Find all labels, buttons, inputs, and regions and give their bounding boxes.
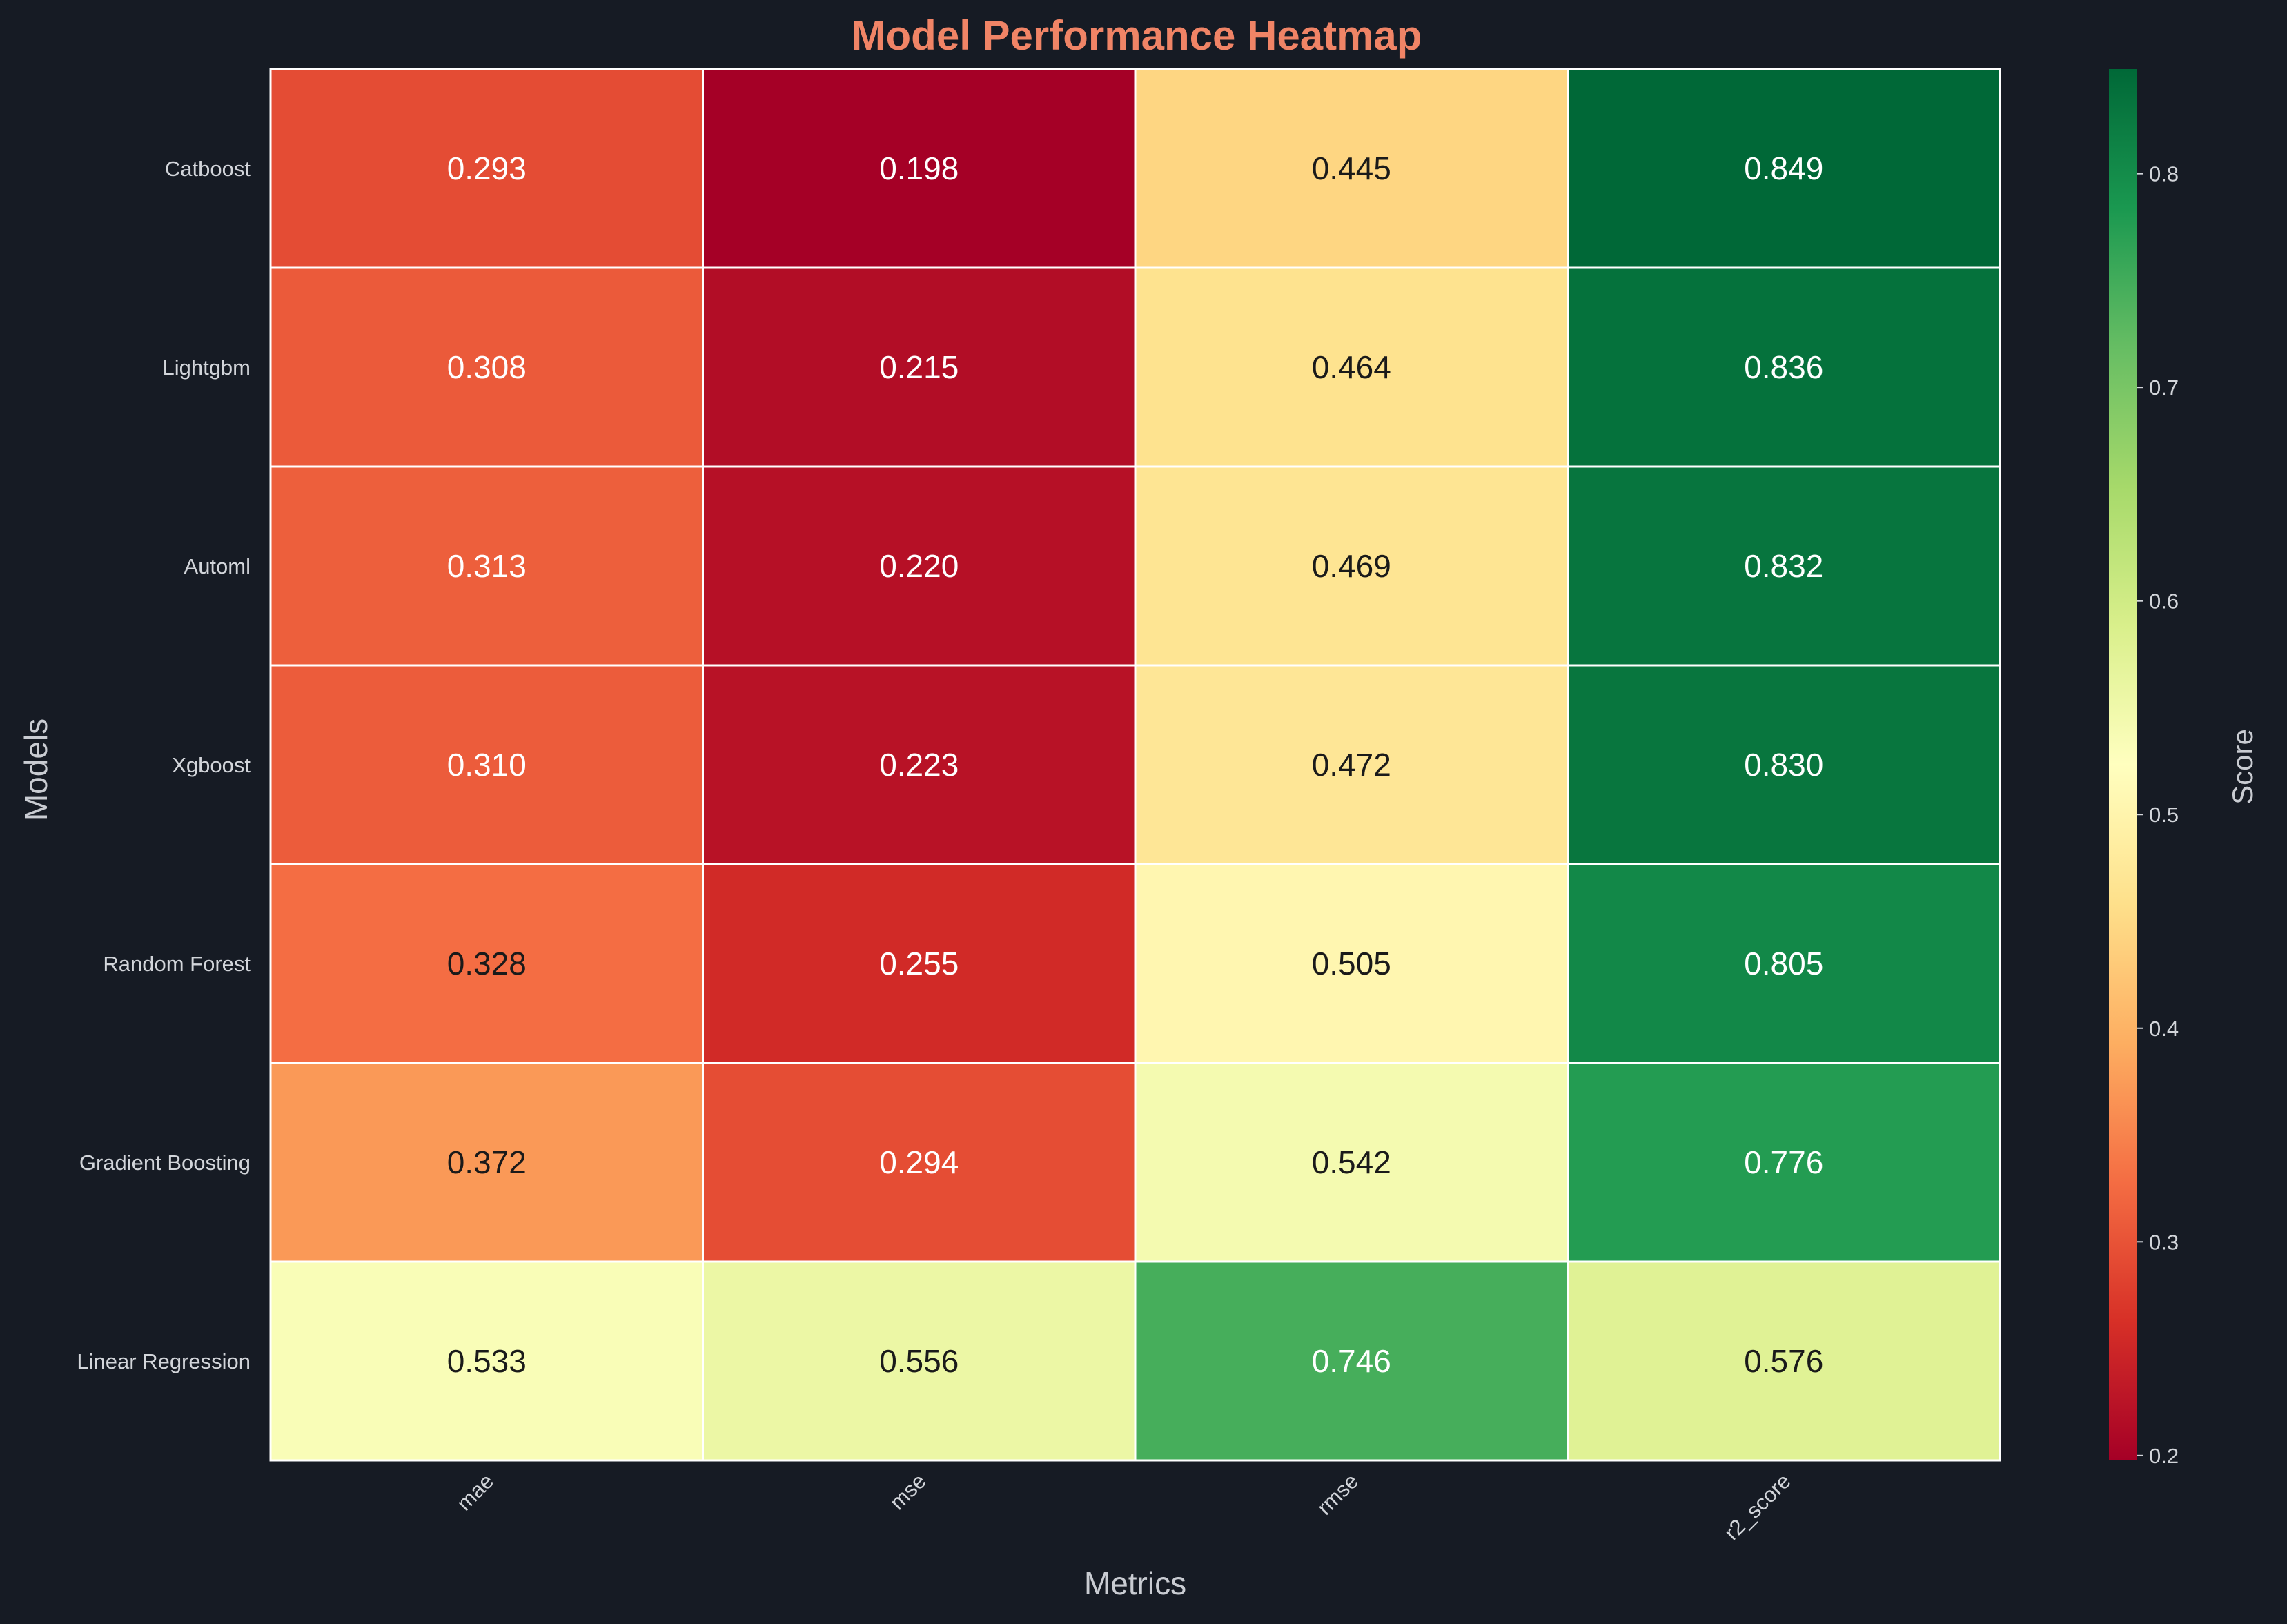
x-tick-label: mae (452, 1469, 498, 1515)
cell-value-label: 0.372 (447, 1144, 527, 1180)
cell-value-label: 0.505 (1312, 946, 1391, 981)
cell-value-label: 0.469 (1312, 548, 1391, 584)
heatmap-cell (1567, 465, 2001, 667)
cell-value-label: 0.215 (879, 349, 959, 385)
cell-value-label: 0.313 (447, 548, 527, 584)
heatmap-cell (702, 664, 1137, 865)
colorbar-tick-label: 0.5 (2149, 803, 2179, 827)
colorbar-tick-label: 0.4 (2149, 1017, 2179, 1041)
y-tick-label: Random Forest (103, 952, 251, 976)
y-tick-label: Lightgbm (162, 355, 251, 380)
y-axis-label: Models (18, 718, 54, 821)
cell-value-label: 0.832 (1744, 548, 1823, 584)
cell-value-label: 0.308 (447, 349, 527, 385)
cell-value-label: 0.220 (879, 548, 959, 584)
cell-value-label: 0.746 (1312, 1343, 1391, 1379)
cell-value-label: 0.849 (1744, 150, 1823, 186)
cell-value-label: 0.830 (1744, 747, 1823, 783)
x-tick-labels: mae mse rmse r2_score (452, 1469, 1796, 1545)
colorbar-tick-label: 0.3 (2149, 1230, 2179, 1254)
heatmap-cell (702, 465, 1137, 667)
cell-value-label: 0.328 (447, 946, 527, 981)
heatmap-cell (269, 1260, 704, 1462)
heatmap-cell (1567, 266, 2001, 468)
y-tick-label: Xgboost (172, 753, 251, 777)
heatmap-cell (1134, 664, 1569, 865)
x-tick-label: rmse (1313, 1469, 1363, 1519)
colorbar-label: Score (2226, 729, 2259, 805)
heatmap-cell (1134, 1260, 1569, 1462)
y-tick-label: Linear Regression (77, 1349, 251, 1373)
cell-value-label: 0.310 (447, 747, 527, 783)
y-tick-label: Gradient Boosting (79, 1151, 251, 1175)
y-tick-label: Catboost (165, 157, 251, 181)
cell-value-label: 0.542 (1312, 1144, 1391, 1180)
heatmap-cell (269, 266, 704, 468)
colorbar-tick-label: 0.6 (2149, 589, 2179, 614)
heatmap-cell (269, 664, 704, 865)
cell-value-label: 0.776 (1744, 1144, 1823, 1180)
heatmap-cell (702, 863, 1137, 1064)
colorbar-tick-label: 0.2 (2149, 1444, 2179, 1468)
cell-value-label: 0.293 (447, 150, 527, 186)
x-tick-label: mse (885, 1469, 931, 1514)
colorbar-gradient (2109, 69, 2137, 1460)
colorbar: 0.2 0.3 0.4 0.5 0.6 0.7 0.8 (2109, 69, 2179, 1468)
heatmap-cell (1567, 664, 2001, 865)
heatmap-cell (702, 68, 1137, 269)
cell-value-label: 0.223 (879, 747, 959, 783)
heatmap-cell (269, 863, 704, 1064)
heatmap-cell (269, 1062, 704, 1263)
heatmap-cell (1134, 68, 1569, 269)
cell-value-label: 0.836 (1744, 349, 1823, 385)
cell-value-label: 0.576 (1744, 1343, 1823, 1379)
x-tick-label: r2_score (1720, 1469, 1796, 1545)
y-tick-label: Automl (184, 554, 251, 578)
heatmap-cell (1134, 863, 1569, 1064)
heatmap-cell (1567, 1062, 2001, 1263)
cell-value-label: 0.294 (879, 1144, 959, 1180)
heatmap-cell (1567, 863, 2001, 1064)
cell-value-label: 0.533 (447, 1343, 527, 1379)
heatmap-cell (702, 266, 1137, 468)
cell-value-label: 0.255 (879, 946, 959, 981)
cell-value-label: 0.198 (879, 150, 959, 186)
colorbar-tick-label: 0.7 (2149, 375, 2179, 400)
x-axis-label: Metrics (1084, 1565, 1186, 1601)
heatmap-cell (1134, 1062, 1569, 1263)
cell-value-label: 0.445 (1312, 150, 1391, 186)
chart-title: Model Performance Heatmap (852, 12, 1422, 59)
cell-value-label: 0.556 (879, 1343, 959, 1379)
cell-value-label: 0.464 (1312, 349, 1391, 385)
cell-value-label: 0.805 (1744, 946, 1823, 981)
y-tick-labels: Catboost Lightgbm Automl Xgboost Random Fore… (77, 157, 251, 1373)
colorbar-tick-label: 0.8 (2149, 162, 2179, 186)
heatmap-cell (269, 68, 704, 269)
cell-value-label: 0.472 (1312, 747, 1391, 783)
heatmap-cells: 0.293 0.198 0.445 0.849 0.308 0.215 0.464 0.836… (269, 68, 2001, 1462)
heatmap-cell (702, 1062, 1137, 1263)
heatmap-cell (1567, 1260, 2001, 1462)
heatmap-cell (1567, 68, 2001, 269)
